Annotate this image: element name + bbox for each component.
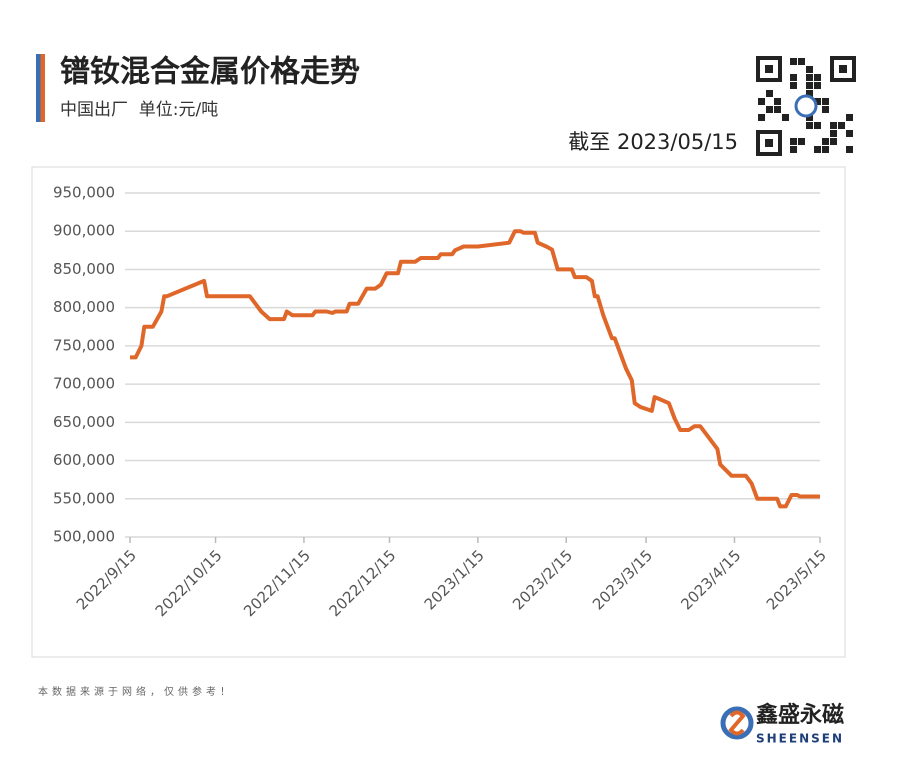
brand-name: 鑫盛永磁: [756, 702, 844, 728]
y-tick-label: 650,000: [53, 413, 115, 431]
chart-title: 镨钕混合金属价格走势: [60, 55, 360, 90]
y-tick-label: 850,000: [53, 260, 115, 278]
price-line: [130, 229, 820, 509]
y-tick-label: 700,000: [53, 375, 115, 393]
date-note: 截至 2023/05/15: [568, 130, 738, 154]
title-accent: [36, 54, 45, 122]
y-tick-label: 600,000: [53, 451, 115, 469]
brand-en: SHEENSEN: [756, 732, 844, 746]
qr-code: [756, 56, 856, 156]
y-tick-label: 950,000: [53, 184, 115, 202]
chart-subtitle: 中国出厂 单位:元/吨: [60, 100, 218, 120]
source-note: 本数据来源于网络，仅供参考！: [38, 685, 234, 698]
brand-logo: [720, 706, 754, 740]
plot-frame: [31, 166, 846, 658]
y-tick-label: 550,000: [53, 489, 115, 507]
y-tick-label: 900,000: [53, 222, 115, 240]
y-tick-label: 750,000: [53, 336, 115, 354]
y-tick-label: 800,000: [53, 298, 115, 316]
y-tick-label: 500,000: [53, 528, 115, 546]
